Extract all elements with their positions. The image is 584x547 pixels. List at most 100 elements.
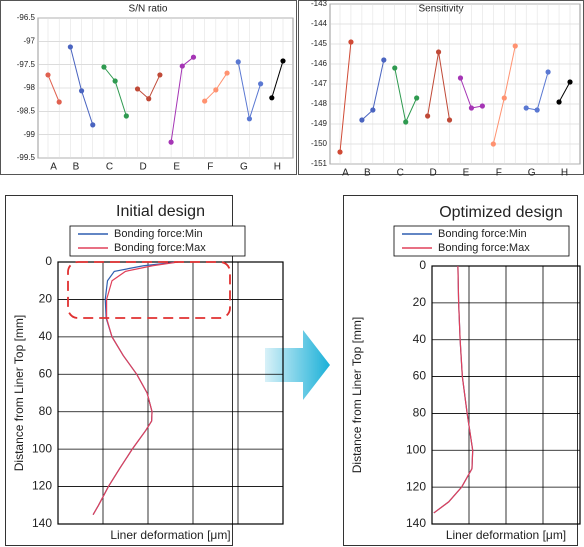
y-tick-label: -98 [23, 83, 35, 92]
x-tick-label: F [207, 162, 213, 173]
series-line [271, 60, 284, 98]
y-tick-label: 20 [413, 295, 427, 309]
x-tick-label: C [397, 168, 404, 179]
y-tick-label: 20 [39, 292, 53, 306]
point [381, 57, 387, 63]
y-tick-label: 120 [32, 479, 52, 493]
chart-title: Initial design [116, 203, 205, 220]
point [370, 107, 376, 113]
x-tick-label: G [240, 162, 248, 173]
point [501, 95, 507, 101]
chart-title: Sensitivity [418, 4, 463, 15]
point [246, 116, 253, 122]
point [269, 95, 275, 101]
y-axis-label: Distance from Liner Top [mm] [350, 317, 364, 474]
chart-title: Optimized design [439, 204, 563, 221]
panel-frame [298, 0, 584, 175]
x-tick-label: D [429, 168, 436, 179]
y-tick-label: 0 [419, 258, 426, 272]
chart-title: S/N ratio [129, 4, 168, 15]
y-tick-label: -148 [311, 99, 328, 108]
point [523, 105, 529, 111]
point [190, 54, 197, 60]
y-tick-label: 100 [406, 442, 426, 456]
point [392, 65, 398, 71]
point [202, 98, 208, 104]
x-tick-label: E [463, 168, 470, 179]
y-tick-label: -97.5 [17, 60, 36, 69]
point [534, 107, 540, 113]
point [67, 44, 73, 50]
x-axis-label: Liner deformation [μm] [110, 528, 230, 542]
x-axis-label: Liner deformation [μm] [446, 528, 566, 542]
legend-label: Bonding force:Min [114, 228, 203, 240]
point [224, 70, 230, 76]
point [545, 69, 551, 75]
point [123, 113, 129, 119]
point [101, 64, 107, 70]
point [446, 117, 453, 123]
point [168, 139, 174, 145]
point [179, 63, 185, 69]
arrow [265, 330, 330, 400]
panel-frame [0, 0, 297, 175]
y-tick-label: 120 [406, 479, 426, 493]
y-tick-label: 40 [413, 332, 427, 346]
point [157, 72, 163, 78]
y-tick-label: -151 [311, 159, 328, 168]
series-line [558, 81, 571, 103]
y-tick-label: -99 [23, 130, 35, 139]
x-tick-label: B [364, 168, 371, 179]
point [134, 86, 141, 92]
series-line [339, 41, 352, 153]
x-tick-label: H [274, 162, 281, 173]
y-tick-label: -99.5 [17, 153, 36, 162]
y-tick-label: -144 [311, 19, 328, 28]
highlight-region [67, 261, 231, 319]
series-line [92, 261, 179, 515]
panel-frame [5, 195, 233, 546]
y-tick-label: -98.5 [17, 106, 36, 115]
y-tick-label: 80 [413, 406, 427, 420]
point [280, 58, 286, 64]
x-tick-label: H [561, 168, 568, 179]
point [213, 87, 219, 93]
y-tick-label: 80 [39, 404, 53, 418]
x-tick-label: D [140, 162, 147, 173]
point [457, 75, 464, 81]
plot-area [57, 261, 284, 525]
point [78, 88, 85, 94]
x-tick-label: F [496, 168, 502, 179]
y-tick-label: -145 [311, 39, 328, 48]
point [414, 95, 420, 101]
point [45, 72, 51, 78]
y-tick-label: 0 [45, 254, 52, 268]
panel-frame [343, 195, 578, 546]
y-axis-label: Distance from Liner Top [mm] [12, 315, 26, 472]
y-tick-label: 40 [39, 329, 53, 343]
point [258, 81, 264, 87]
point [556, 99, 562, 105]
legend-label: Bonding force:Max [114, 242, 206, 254]
legend [393, 225, 570, 257]
y-tick-label: 60 [413, 369, 427, 383]
point [435, 49, 442, 55]
legend [69, 225, 246, 257]
x-tick-label: A [50, 162, 57, 173]
point [235, 59, 241, 65]
y-tick-label: -143 [311, 0, 328, 8]
y-tick-label: -97 [23, 36, 35, 45]
y-tick-label: -146 [311, 59, 328, 68]
point [146, 96, 152, 102]
y-tick-label: -96.5 [17, 13, 36, 22]
point [348, 39, 354, 45]
x-tick-label: E [173, 162, 180, 173]
series-line [92, 261, 179, 515]
y-tick-label: 140 [32, 516, 52, 530]
series-line [433, 265, 474, 514]
point [468, 105, 475, 111]
point [359, 117, 365, 123]
y-tick-label: 140 [406, 516, 426, 530]
